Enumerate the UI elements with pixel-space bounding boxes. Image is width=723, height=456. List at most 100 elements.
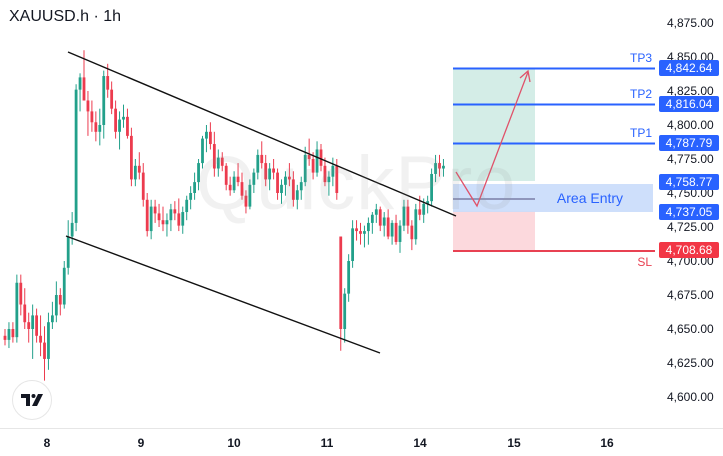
candle-body (106, 76, 110, 90)
candle-body (11, 329, 15, 338)
x-tick: 15 (507, 436, 521, 450)
candle-body (327, 176, 331, 183)
projection-arrow[interactable] (455, 71, 529, 208)
candle-body (434, 163, 437, 174)
candle-body (201, 138, 204, 164)
candle-body (39, 335, 42, 343)
candle-body (90, 111, 94, 123)
y-tick: 4,650.00 (667, 322, 714, 336)
candle-body (197, 163, 200, 183)
candle-body (189, 193, 193, 200)
candle-body (236, 176, 240, 183)
tp3-label: TP3 (630, 51, 652, 65)
tp2-price-tag (659, 96, 719, 112)
candle-body (311, 159, 315, 173)
candle-body (303, 154, 307, 183)
candle-body (118, 119, 121, 132)
tp3-price: 4,842.64 (666, 61, 713, 75)
candle-body (268, 168, 272, 180)
candle-body (390, 222, 394, 237)
y-tick: 4,625.00 (667, 356, 714, 370)
candle-body (157, 213, 161, 221)
candle-body (248, 184, 252, 207)
candle-body (23, 304, 27, 323)
candle-body (51, 315, 54, 323)
y-tick: 4,600.00 (667, 390, 714, 404)
tradingview-logo[interactable] (12, 380, 52, 420)
candle-body (19, 282, 23, 305)
tp1-price-tag (659, 135, 719, 151)
candle-body (260, 154, 264, 164)
channel-lower-line[interactable] (65, 235, 381, 354)
candle-body (374, 209, 378, 215)
candle-body (43, 342, 46, 359)
loss-zone (453, 211, 535, 250)
candle-body (442, 165, 445, 169)
candle-body (378, 209, 382, 226)
candle-body (402, 206, 406, 226)
y-tick: 4,875.00 (667, 16, 714, 30)
candle-body (161, 220, 165, 225)
price-axis[interactable]: 4,875.00 4,850.00 4,825.00 4,800.00 4,77… (667, 16, 714, 404)
candle-body (422, 203, 426, 215)
candle-body (177, 213, 181, 226)
area-entry-label: Area Entry (557, 190, 623, 206)
candle-body (47, 322, 50, 359)
channel-upper-line[interactable] (67, 51, 457, 217)
candle-body (256, 154, 260, 173)
area-entry-zone[interactable] (453, 184, 653, 212)
candle-body (280, 184, 283, 193)
candle-body (205, 131, 208, 139)
timeframe: 1h (103, 8, 122, 25)
candle-body (339, 236, 343, 329)
candle-body (220, 157, 224, 166)
candle-body (31, 315, 35, 329)
candle-body (165, 220, 169, 225)
candle-body (114, 108, 117, 132)
entry-top-price-tag (659, 174, 719, 190)
candle-body (398, 225, 402, 242)
candle-body (224, 165, 228, 185)
candle-body (323, 165, 327, 183)
candle-body (288, 176, 291, 180)
x-tick: 10 (227, 436, 241, 450)
candle-body (78, 77, 82, 90)
candle-body (244, 195, 248, 207)
symbol: XAUUSD.h (9, 8, 90, 25)
candle-body (82, 77, 86, 101)
candle-body (130, 135, 133, 180)
candle-body (122, 116, 125, 120)
candle-body (216, 157, 220, 169)
candle-body (264, 163, 268, 180)
candle-body (240, 182, 244, 196)
candle-body (193, 182, 196, 193)
candle-body (66, 236, 70, 268)
candle-body (355, 228, 358, 232)
time-axis[interactable]: 8 9 10 11 14 15 16 (44, 436, 614, 450)
x-tick: 14 (413, 436, 427, 450)
x-tick: 9 (138, 436, 145, 450)
candle-body (347, 261, 351, 294)
sl-price: 4,708.68 (666, 243, 713, 257)
candle-body (359, 231, 362, 234)
candle-body (315, 149, 319, 173)
candle-body (209, 131, 212, 145)
candle-body (272, 168, 275, 173)
tp3-price-tag (659, 60, 719, 76)
candle-body (35, 315, 38, 336)
candle-body (335, 165, 339, 193)
candle-body (126, 116, 129, 136)
candle-body (169, 209, 173, 221)
candle-body (110, 89, 114, 109)
chart-title[interactable]: XAUUSD.h · 1h (9, 8, 121, 26)
candle-body (367, 222, 370, 232)
candle-body (386, 217, 390, 237)
candle-body (141, 172, 145, 200)
candle-body (137, 165, 141, 173)
candle-body (307, 154, 311, 159)
tradingview-logo-icon (21, 394, 43, 406)
candle-body (410, 225, 414, 240)
candle-body (319, 149, 323, 166)
candle-body (94, 122, 98, 132)
